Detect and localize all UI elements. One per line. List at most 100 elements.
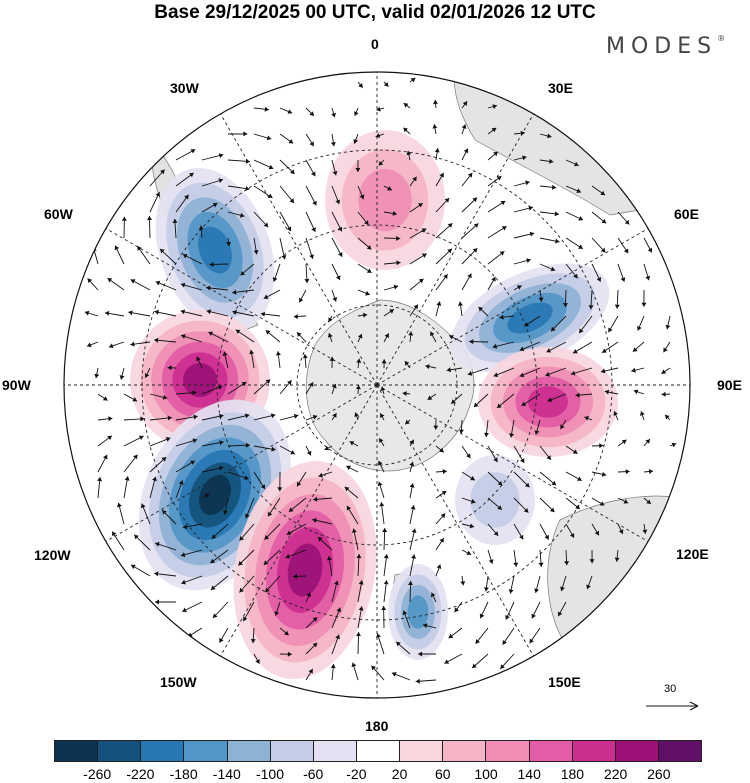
wind-arrow-head — [516, 285, 522, 290]
wind-arrow-head — [327, 333, 333, 338]
wind-arrow-head — [313, 496, 318, 502]
longitude-line — [376, 224, 655, 386]
wind-arrow-head — [569, 533, 575, 538]
wind-arrow-head — [182, 524, 188, 530]
wind-arrow-head — [560, 586, 565, 592]
wind-arrow-head — [613, 411, 618, 416]
wind-arrow-head — [306, 592, 311, 598]
wind-arrow-head — [505, 615, 510, 620]
wind-arrow-head — [621, 439, 627, 445]
wind-arrow-head — [324, 445, 330, 451]
wind-arrow-head — [210, 585, 216, 590]
wind-arrow-head — [346, 465, 351, 471]
wind-arrow-head — [578, 216, 583, 221]
wind-arrow-head — [359, 194, 365, 200]
wind-arrow-head — [549, 158, 554, 164]
wind-arrow-head — [478, 306, 484, 312]
wind-arrow-head — [332, 170, 338, 176]
wind-arrow-head — [235, 329, 241, 334]
anomaly-contour — [470, 472, 520, 528]
wind-arrow-head — [274, 611, 280, 616]
map-title: Base 29/12/2025 00 UTC, valid 02/01/2026… — [154, 2, 596, 23]
wind-arrow-head — [439, 172, 444, 178]
wind-arrow-head — [608, 327, 613, 333]
wind-arrow-head — [375, 133, 381, 138]
wind-arrow-head — [493, 457, 498, 463]
wind-arrow-head — [525, 180, 530, 186]
wind-arrow-head — [232, 309, 237, 315]
wind-arrow-head — [356, 358, 362, 363]
colorbar-tick-label: -140 — [212, 766, 241, 782]
wind-arrow-head — [443, 274, 448, 279]
wind-arrow-head — [271, 446, 276, 452]
wind-arrow-head — [380, 386, 386, 391]
wind-arrow-head — [281, 255, 287, 260]
lon-label-0: 0 — [371, 36, 379, 52]
wind-arrow-head — [265, 587, 270, 593]
wind-arrow-head — [472, 663, 477, 668]
wind-arrow-head — [87, 278, 93, 283]
wind-arrow-head — [641, 302, 647, 307]
wind-arrow-head — [403, 103, 409, 108]
wind-arrow-head — [112, 531, 117, 537]
anomaly-contour — [287, 543, 323, 597]
wind-arrow-head — [344, 486, 350, 492]
wind-arrow-head — [383, 554, 389, 559]
wind-arrow-head — [309, 254, 314, 259]
wind-arrow-head — [491, 127, 497, 133]
wind-arrow-head — [364, 220, 369, 225]
wind-arrow-head — [263, 294, 269, 299]
wind-arrow-head — [338, 252, 343, 257]
wind-arrow-head — [601, 471, 607, 477]
wind-arrow-head — [260, 311, 265, 317]
wind-arrow-head — [602, 348, 607, 353]
wind-arrow-head — [463, 148, 469, 154]
anomaly-contour — [407, 595, 429, 629]
wind-arrow-head — [500, 201, 506, 206]
wind-arrow-head — [181, 334, 186, 339]
lon-label-60w: 60W — [44, 206, 73, 222]
wind-arrow-head — [378, 160, 384, 166]
longitude-line — [376, 384, 655, 546]
wind-arrow-head — [331, 383, 337, 389]
anomaly-hi-150w — [233, 460, 377, 680]
wind-arrow-head — [526, 258, 531, 263]
lon-label-150w: 150W — [160, 674, 197, 690]
wind-arrow-head — [444, 198, 450, 203]
wind-arrow-head — [218, 153, 224, 158]
wind-arrow-head — [270, 413, 276, 419]
wind-arrow-head — [155, 192, 160, 197]
colorbar-swatch — [55, 741, 99, 761]
wind-arrow-head — [579, 328, 584, 334]
colorbar-tick-label: 220 — [603, 766, 628, 782]
wind-arrow-head — [546, 348, 552, 353]
wind-arrow-head — [632, 347, 638, 352]
wind-arrow-head — [439, 538, 444, 543]
wind-arrow-head — [433, 99, 438, 105]
wind-arrow-head — [332, 413, 337, 418]
wind-arrow-head — [529, 231, 535, 237]
wind-arrow-head — [312, 642, 318, 648]
wind-arrow-head — [601, 218, 607, 224]
wind-arrow-head — [144, 373, 150, 378]
anomaly-contour — [358, 168, 412, 232]
wind-arrow-head — [381, 359, 387, 364]
wind-arrow-head — [460, 581, 466, 586]
wind-arrow-head — [255, 659, 260, 664]
wind-arrow-head — [87, 342, 92, 348]
wind-arrow-head — [462, 101, 468, 106]
wind-arrow-head — [600, 190, 605, 196]
wind-arrow-head — [451, 399, 456, 404]
wind-arrow-head — [289, 198, 294, 203]
wind-arrow-head — [557, 611, 563, 617]
wind-arrow-head — [493, 531, 499, 536]
wind-arrow-head — [614, 304, 620, 309]
wind-arrow-head — [244, 513, 250, 519]
wind-arrow-head — [304, 278, 310, 284]
colorbar-tick-label: -20 — [346, 766, 367, 782]
wind-arrow-head — [560, 424, 565, 430]
wind-arrow-head — [285, 553, 290, 559]
colorbar-tick-label: 180 — [560, 766, 585, 782]
wind-arrow-head — [493, 151, 498, 157]
wind-arrow-head — [107, 435, 112, 441]
